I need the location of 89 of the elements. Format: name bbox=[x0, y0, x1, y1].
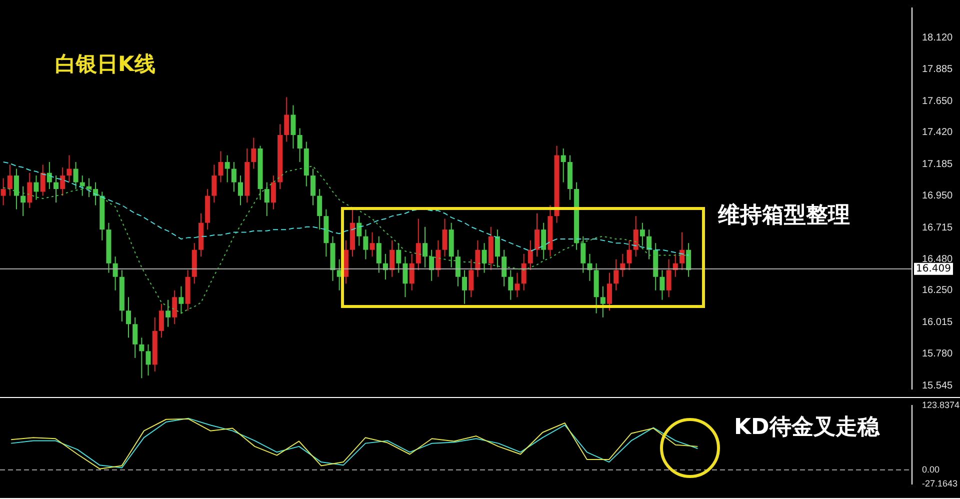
candlestick bbox=[158, 303, 164, 338]
candlestick bbox=[46, 162, 52, 190]
candlestick bbox=[436, 240, 441, 278]
ref-line-label: 16.409 bbox=[916, 263, 951, 274]
candlestick bbox=[606, 272, 612, 312]
candlestick bbox=[139, 337, 144, 379]
candlestick bbox=[14, 168, 19, 210]
candlestick bbox=[0, 178, 6, 206]
candlestick bbox=[363, 229, 368, 260]
candlestick bbox=[482, 242, 487, 274]
candlestick bbox=[66, 154, 72, 183]
candlestick bbox=[34, 175, 39, 200]
candlestick bbox=[284, 96, 290, 142]
candlestick bbox=[679, 232, 684, 271]
candlestick bbox=[660, 270, 665, 300]
candlestick bbox=[27, 172, 32, 208]
candlestick bbox=[20, 186, 26, 217]
y-tick-label: 16.015 bbox=[922, 316, 954, 328]
candlestick bbox=[231, 162, 236, 192]
candlestick bbox=[580, 236, 586, 274]
candlestick bbox=[80, 175, 85, 196]
y-tick-label: 123.8374 bbox=[922, 400, 960, 410]
candlestick bbox=[502, 249, 507, 287]
y-tick-label: 17.185 bbox=[922, 158, 954, 170]
candlestick bbox=[172, 290, 178, 325]
candlestick bbox=[560, 148, 566, 183]
y-tick-label: 0.00 bbox=[922, 464, 940, 474]
candlestick bbox=[521, 253, 526, 291]
candlestick bbox=[429, 249, 434, 282]
candlestick bbox=[297, 128, 302, 163]
candlestick bbox=[633, 216, 638, 258]
candlestick bbox=[468, 258, 474, 298]
y-tick-label: 17.885 bbox=[922, 64, 954, 76]
y-tick-label: 16.480 bbox=[922, 254, 954, 266]
y-tick-label: 18.120 bbox=[922, 32, 954, 44]
y-tick-label: 16.250 bbox=[922, 285, 954, 296]
candlestick bbox=[402, 256, 408, 298]
candlestick bbox=[626, 240, 632, 271]
candlestick bbox=[514, 272, 520, 298]
candlestick bbox=[614, 258, 619, 291]
candlestick bbox=[396, 242, 402, 274]
candlestick bbox=[528, 240, 533, 271]
candlestick bbox=[376, 236, 382, 274]
candlestick bbox=[212, 164, 217, 204]
candlestick bbox=[534, 212, 540, 258]
candlestick bbox=[416, 218, 421, 271]
candlestick bbox=[224, 154, 230, 183]
candlestick bbox=[238, 175, 243, 206]
candlestick bbox=[494, 229, 500, 268]
y-tick-label: 15.780 bbox=[922, 348, 954, 360]
candlestick bbox=[462, 270, 468, 304]
candlestick bbox=[54, 175, 59, 204]
y-tick-label: -27.1643 bbox=[922, 478, 958, 488]
candlestick bbox=[126, 296, 131, 338]
candlestick bbox=[455, 249, 460, 287]
text: 白银日K线 bbox=[55, 51, 156, 78]
y-tick-label: 15.545 bbox=[922, 380, 954, 392]
candlestick bbox=[310, 168, 316, 206]
candlestick bbox=[251, 137, 256, 170]
candlestick bbox=[475, 240, 480, 278]
candlestick bbox=[442, 218, 448, 258]
candlestick bbox=[7, 164, 12, 196]
y-tick-label: 16.715 bbox=[922, 222, 954, 234]
candlestick bbox=[132, 316, 138, 358]
candlestick bbox=[646, 229, 652, 260]
candlestick bbox=[112, 256, 118, 291]
candlestick bbox=[60, 166, 66, 196]
candlestick bbox=[146, 344, 151, 376]
candlestick bbox=[356, 216, 362, 246]
candlestick bbox=[264, 182, 270, 217]
candlestick bbox=[390, 240, 395, 278]
text: 维持箱型整理 bbox=[718, 202, 850, 230]
candlestick bbox=[422, 226, 428, 268]
candlestick bbox=[508, 270, 514, 300]
candlestick bbox=[40, 164, 46, 196]
candlestick bbox=[409, 253, 414, 291]
candlestick bbox=[541, 222, 546, 260]
y-tick-label: 17.650 bbox=[922, 96, 954, 107]
candlestick bbox=[666, 258, 672, 298]
candlestick bbox=[317, 188, 322, 230]
candlestick bbox=[270, 175, 276, 210]
candlestick bbox=[218, 150, 224, 183]
y-tick-label: 17.420 bbox=[922, 127, 954, 138]
candlestick bbox=[600, 286, 606, 318]
text: KD待金叉走稳 bbox=[734, 414, 880, 442]
candlestick bbox=[370, 232, 375, 258]
y-tick-label: 16.950 bbox=[922, 190, 954, 202]
candlestick bbox=[290, 104, 296, 150]
candlestick bbox=[640, 222, 645, 246]
